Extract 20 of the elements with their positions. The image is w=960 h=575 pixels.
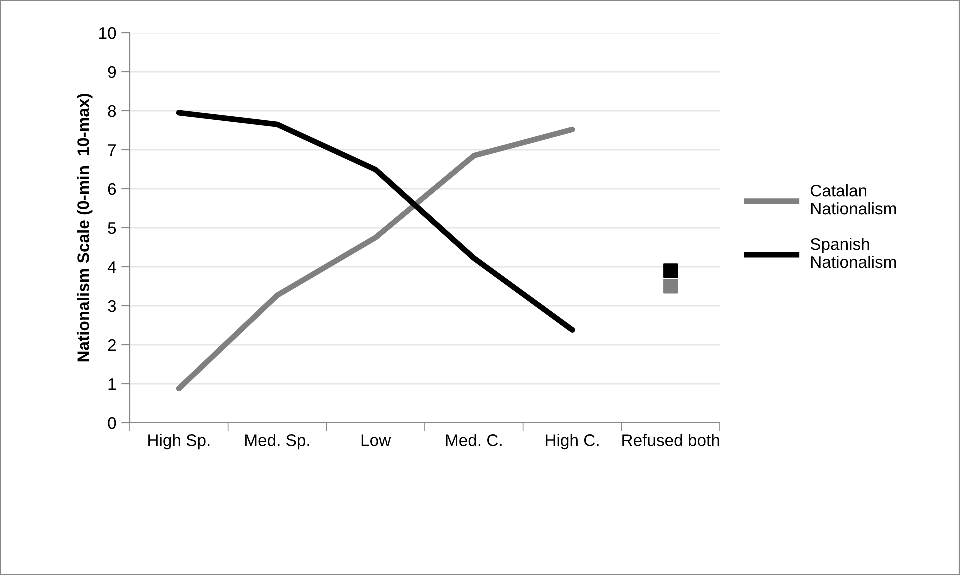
y-tick-label: 10 xyxy=(100,27,116,40)
y-tick-label: 0 xyxy=(108,417,116,430)
x-tick-label: Low xyxy=(362,434,392,446)
y-tick-label: 2 xyxy=(108,339,116,352)
x-tick-label: Med. C. xyxy=(446,434,502,446)
x-tick-label: Med. Sp. xyxy=(246,434,310,450)
legend-label: Spanish Nationalism xyxy=(810,238,896,268)
y-axis-title: Nationalism Scale (0-min 10-max) xyxy=(77,94,93,362)
y-tick-label: 7 xyxy=(108,144,116,156)
y-tick-label: 9 xyxy=(108,66,116,78)
x-tick-label: Refused both xyxy=(622,434,720,446)
y-tick-label: 8 xyxy=(108,105,116,118)
x-tick-label: High Sp. xyxy=(148,434,210,450)
legend-label: Catalan Nationalism xyxy=(810,184,896,215)
y-tick-label: 5 xyxy=(108,222,116,234)
y-tick-label: 4 xyxy=(108,262,116,274)
y-tick-label: 3 xyxy=(108,300,116,312)
y-tick-label: 6 xyxy=(108,183,116,196)
y-tick-label: 1 xyxy=(108,378,116,390)
x-tick-label: High C. xyxy=(546,434,599,450)
